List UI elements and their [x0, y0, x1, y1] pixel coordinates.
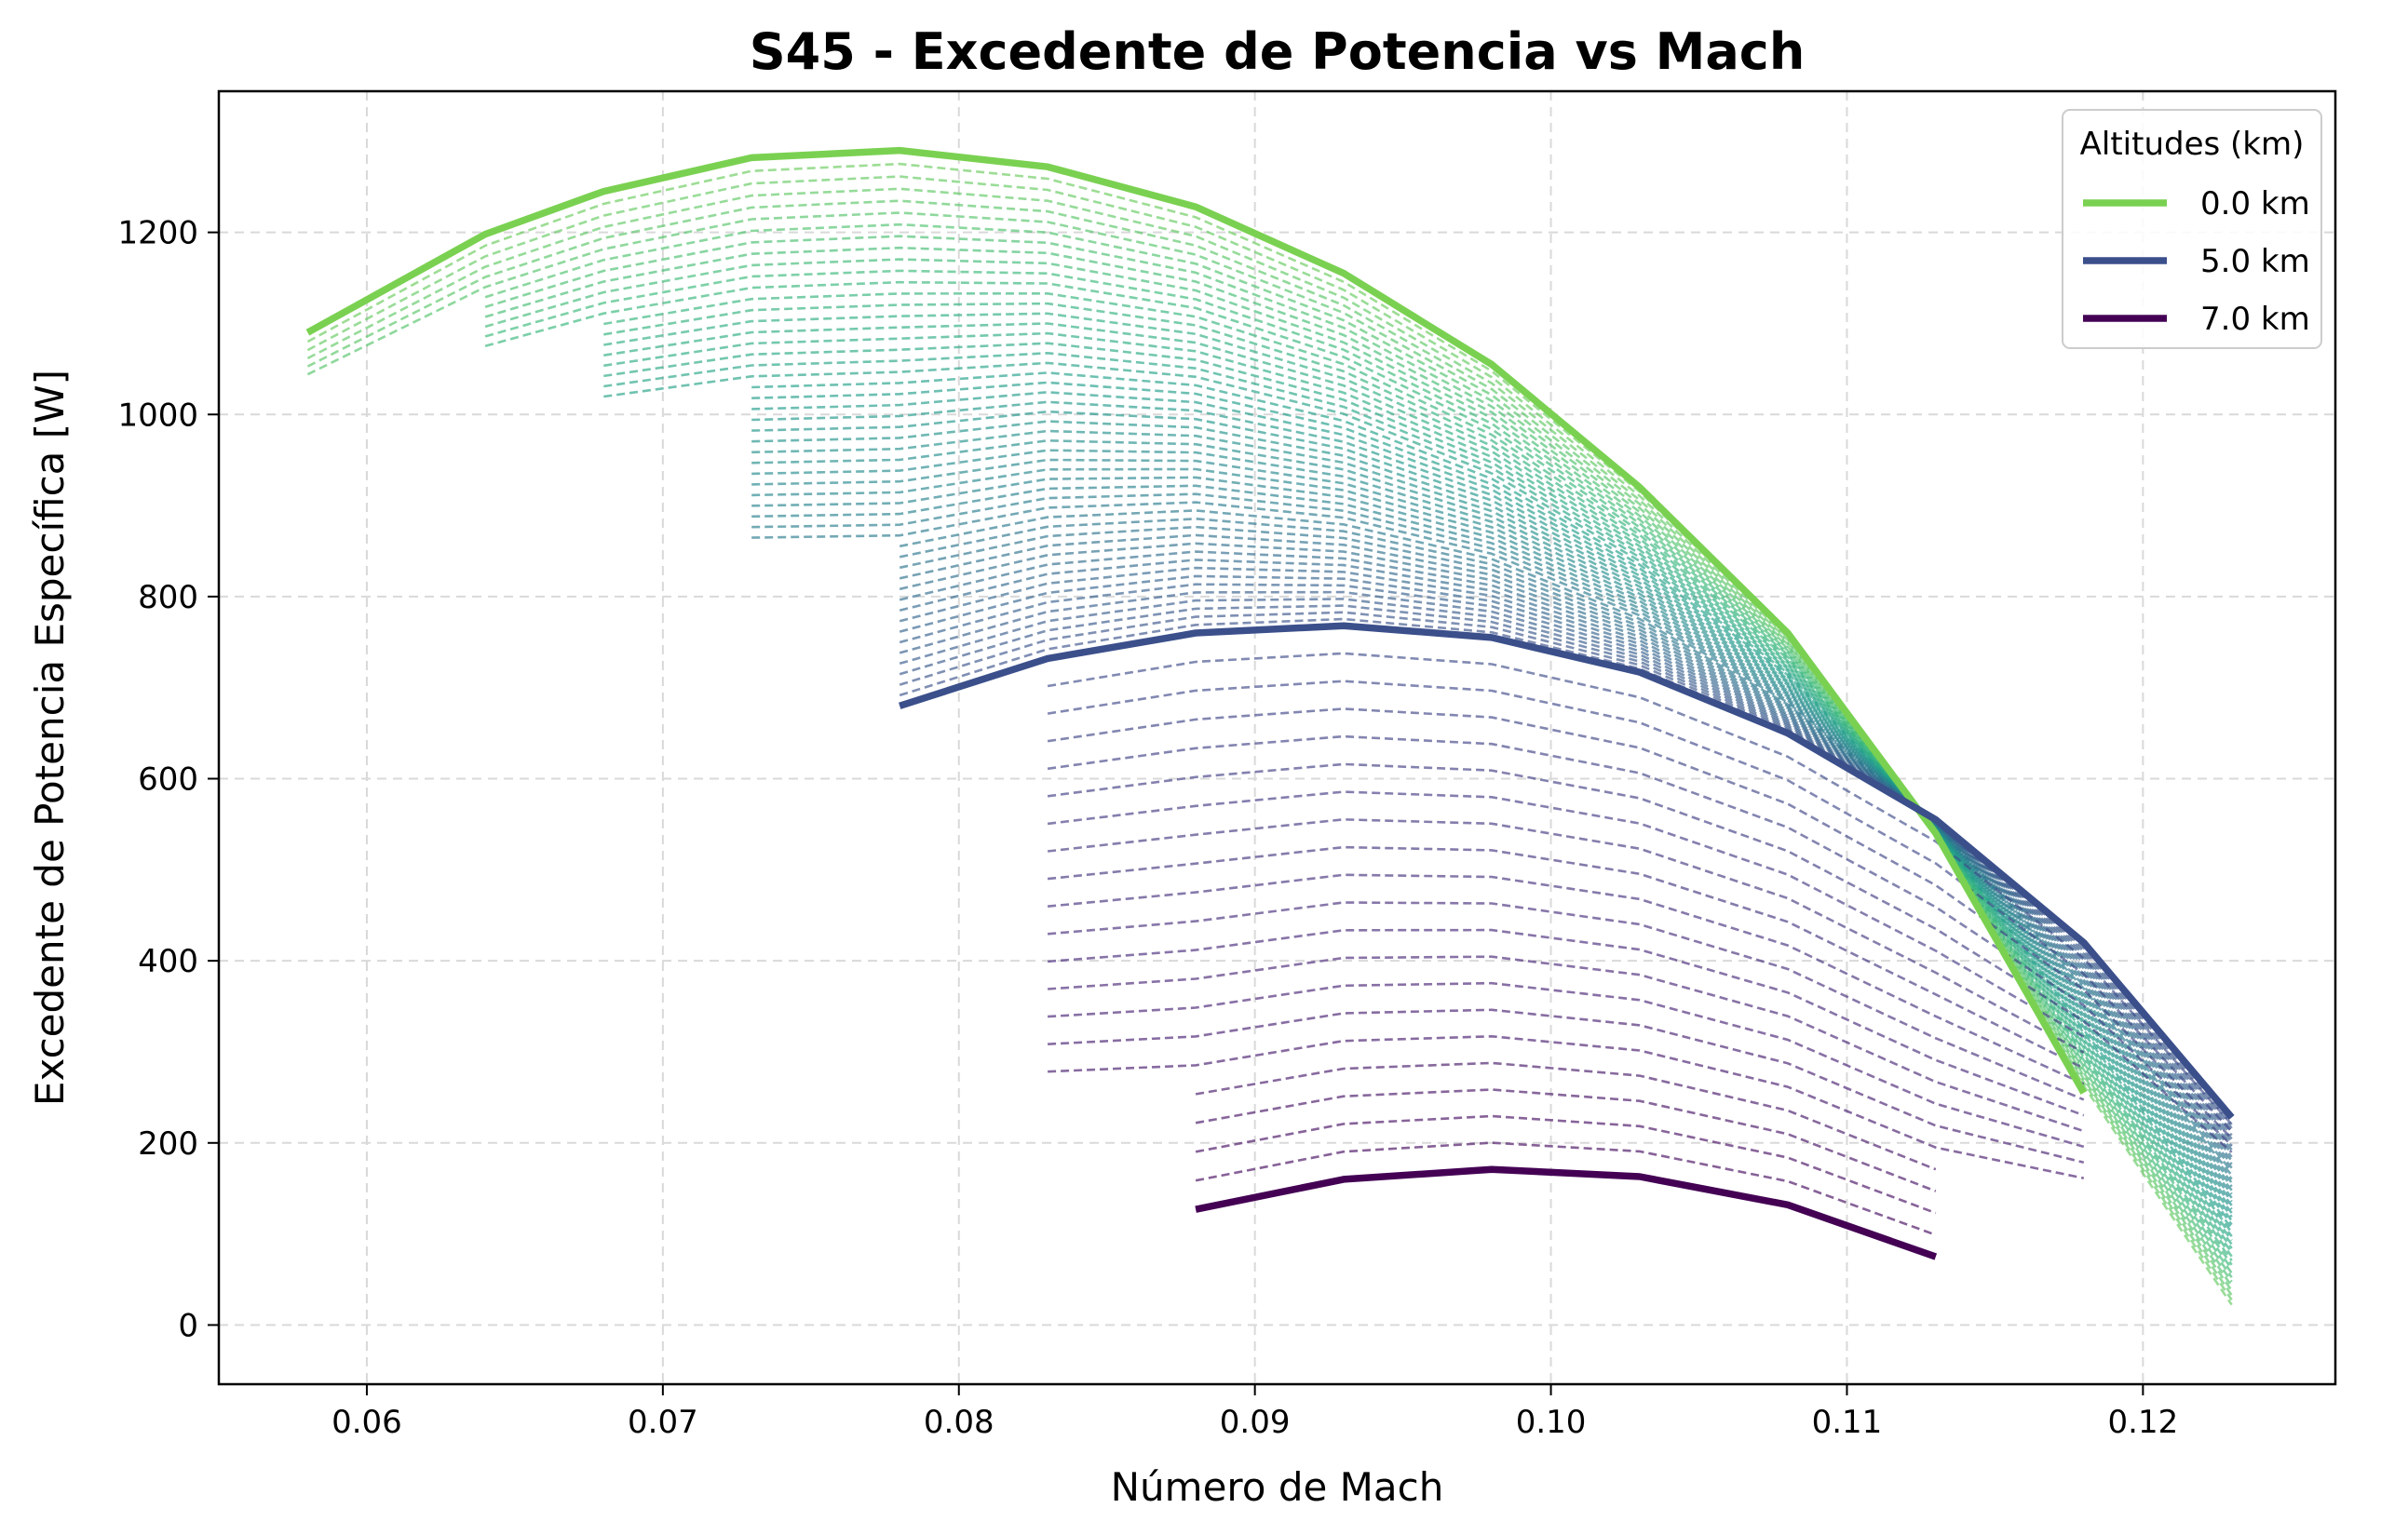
intermediate-series-line — [1047, 652, 2233, 1125]
x-axis-ticks: 0.06 0.07 0.08 0.09 0.10 0.11 0.12 — [331, 1384, 2178, 1441]
intermediate-series-line — [899, 559, 2233, 1151]
intermediate-series-line — [1047, 790, 2085, 1038]
intermediate-series-line — [1048, 955, 2085, 1133]
x-tick-label: 0.07 — [628, 1404, 698, 1441]
intermediate-series-line — [1195, 1141, 1937, 1236]
intermediate-series-line — [484, 258, 2233, 1274]
intermediate-series-line — [751, 449, 2233, 1199]
legend-title: Altitudes (km) — [2080, 126, 2305, 163]
y-tick-label: 0 — [178, 1307, 198, 1344]
x-tick-label: 0.09 — [1220, 1404, 1291, 1441]
y-axis-label: Excedente de Potencia Específica [W] — [27, 370, 73, 1106]
intermediate-series-line — [751, 390, 2233, 1222]
intermediate-series-line — [899, 525, 2233, 1165]
intermediate-series-line — [1048, 1034, 2085, 1179]
chart-title: S45 - Excedente de Potencia vs Mach — [750, 22, 1806, 81]
intermediate-series-line — [1195, 1061, 1937, 1171]
x-tick-label: 0.06 — [331, 1404, 402, 1441]
y-tick-label: 1200 — [117, 215, 198, 252]
plot-frame — [217, 89, 2337, 1386]
series-line-1 — [899, 622, 2235, 1120]
x-tick-label: 0.10 — [1516, 1404, 1587, 1441]
intermediate-series-line — [1047, 901, 2085, 1101]
y-axis-ticks: 0 200 400 600 800 1000 1200 — [117, 215, 219, 1344]
intermediate-series-line — [1047, 845, 2085, 1070]
y-tick-label: 600 — [138, 761, 198, 799]
intermediate-series-line — [306, 187, 2233, 1301]
intermediate-series-line — [751, 458, 2233, 1195]
intermediate-series-line — [484, 280, 2233, 1266]
intermediate-series-line — [899, 550, 2233, 1154]
intermediate-series-line — [751, 420, 2233, 1210]
legend-entry: 0.0 km — [2200, 185, 2310, 222]
legend-entry: 5.0 km — [2200, 243, 2310, 280]
intermediate-series-line — [751, 429, 2233, 1206]
legend: Altitudes (km) 0.0 km 5.0 km 7.0 km — [2062, 109, 2322, 349]
x-tick-label: 0.08 — [924, 1404, 994, 1441]
intermediate-series-line — [1047, 707, 2233, 1139]
x-tick-label: 0.11 — [1812, 1404, 1883, 1441]
intermediate-series — [306, 162, 2233, 1306]
intermediate-series-line — [1048, 981, 2085, 1149]
intermediate-series-line — [1048, 1008, 2085, 1165]
intermediate-series-line — [751, 484, 2233, 1184]
intermediate-series-line — [1047, 928, 2085, 1117]
y-tick-label: 200 — [138, 1125, 198, 1163]
y-tick-label: 1000 — [117, 397, 198, 434]
intermediate-series-line — [603, 351, 2233, 1237]
legend-box — [2062, 109, 2322, 349]
intermediate-series-line — [1195, 1114, 1937, 1215]
intermediate-series-line — [1047, 873, 2085, 1085]
intermediate-series-line — [899, 590, 2233, 1137]
intermediate-series-line — [603, 331, 2233, 1246]
x-tick-label: 0.12 — [2108, 1404, 2179, 1441]
y-tick-label: 400 — [138, 943, 198, 980]
intermediate-series-line — [751, 371, 2233, 1230]
intermediate-series-line — [1047, 817, 2085, 1054]
intermediate-series-line — [484, 235, 2233, 1283]
intermediate-series-line — [899, 617, 2233, 1123]
highlighted-series — [305, 146, 2235, 1260]
intermediate-series-line — [1047, 734, 2233, 1147]
intermediate-series-line — [1195, 1088, 1937, 1192]
intermediate-series-line — [751, 476, 2233, 1188]
y-tick-label: 800 — [138, 579, 198, 616]
x-axis-label: Número de Mach — [1111, 1464, 1444, 1510]
intermediate-series-line — [1047, 680, 2233, 1133]
legend-entry: 7.0 km — [2200, 301, 2310, 338]
series-line-0 — [305, 146, 2088, 1095]
intermediate-series-line — [899, 517, 2233, 1169]
series-line-2 — [1195, 1165, 1938, 1260]
intermediate-series-line — [1047, 762, 2233, 1153]
intermediate-series-line — [899, 583, 2233, 1140]
